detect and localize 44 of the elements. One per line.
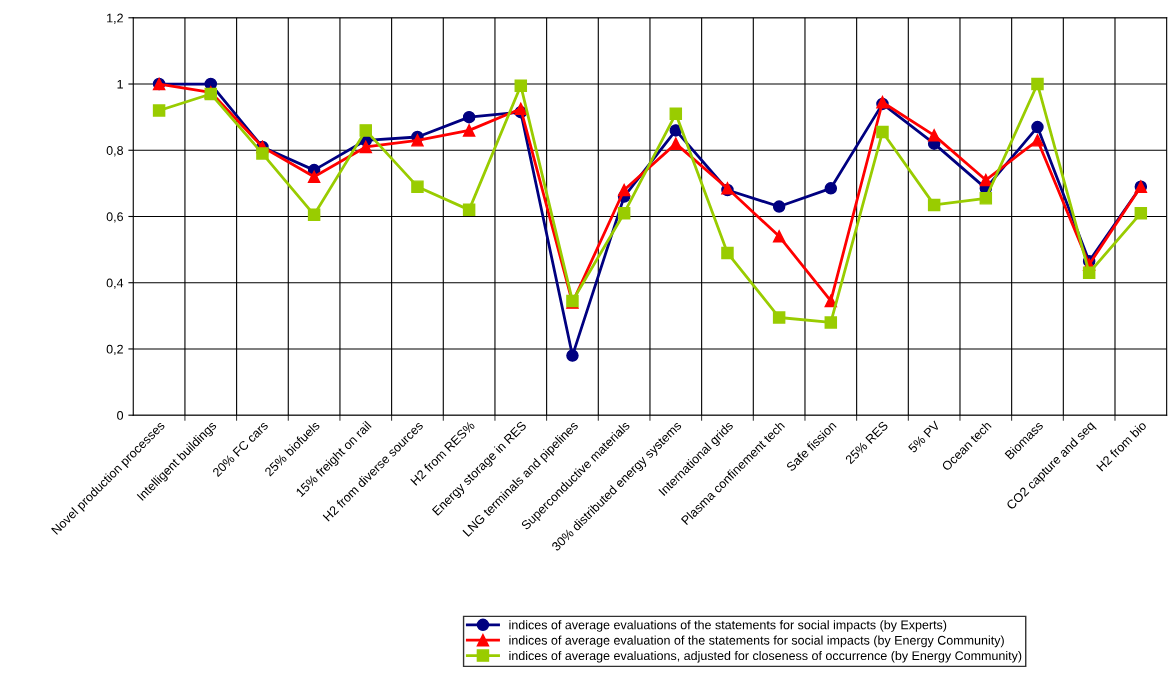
point [927, 198, 941, 212]
point [152, 104, 166, 117]
point [824, 316, 838, 329]
y-tick-label: 0,2 [106, 344, 123, 356]
point [669, 137, 683, 150]
y-tick-label: 0 [117, 410, 124, 420]
point [772, 200, 786, 213]
point [411, 180, 424, 193]
point [876, 125, 889, 139]
point [617, 183, 631, 197]
legend-label: indices of average evaluations of the statements for social impacts (by Experts) [509, 620, 947, 632]
point [462, 203, 476, 217]
point [256, 147, 269, 160]
point [307, 170, 321, 183]
point [927, 129, 941, 142]
point [824, 182, 838, 195]
point [1082, 266, 1096, 280]
point [566, 349, 579, 362]
point [411, 134, 424, 147]
legend-label: indices of average evaluation of the statements for social impacts (by Energy Community) [509, 635, 1004, 648]
point [772, 311, 786, 324]
point [772, 230, 786, 243]
point [307, 208, 321, 222]
x-tick-label: 5% PV [907, 420, 941, 454]
point [979, 173, 993, 187]
point [462, 110, 476, 124]
point [979, 192, 993, 205]
point [1031, 134, 1044, 147]
point [359, 124, 373, 137]
point [359, 140, 373, 154]
point [462, 124, 476, 137]
y-tick-label: 1 [117, 79, 123, 89]
legend-label: indices of average evaluations, adjusted for closeness of occurrence (by Energy Community) [509, 650, 1022, 663]
point [617, 206, 631, 220]
y-tick-label: 0,8 [106, 146, 123, 157]
point [1134, 206, 1148, 220]
point [669, 107, 683, 121]
y-tick-label: 1,2 [107, 13, 123, 24]
y-tick-label: 0,6 [106, 212, 123, 223]
point [514, 79, 528, 92]
point [1031, 77, 1044, 91]
y-tick-label: 0,4 [106, 278, 124, 289]
point [721, 246, 734, 260]
point [1031, 120, 1044, 134]
